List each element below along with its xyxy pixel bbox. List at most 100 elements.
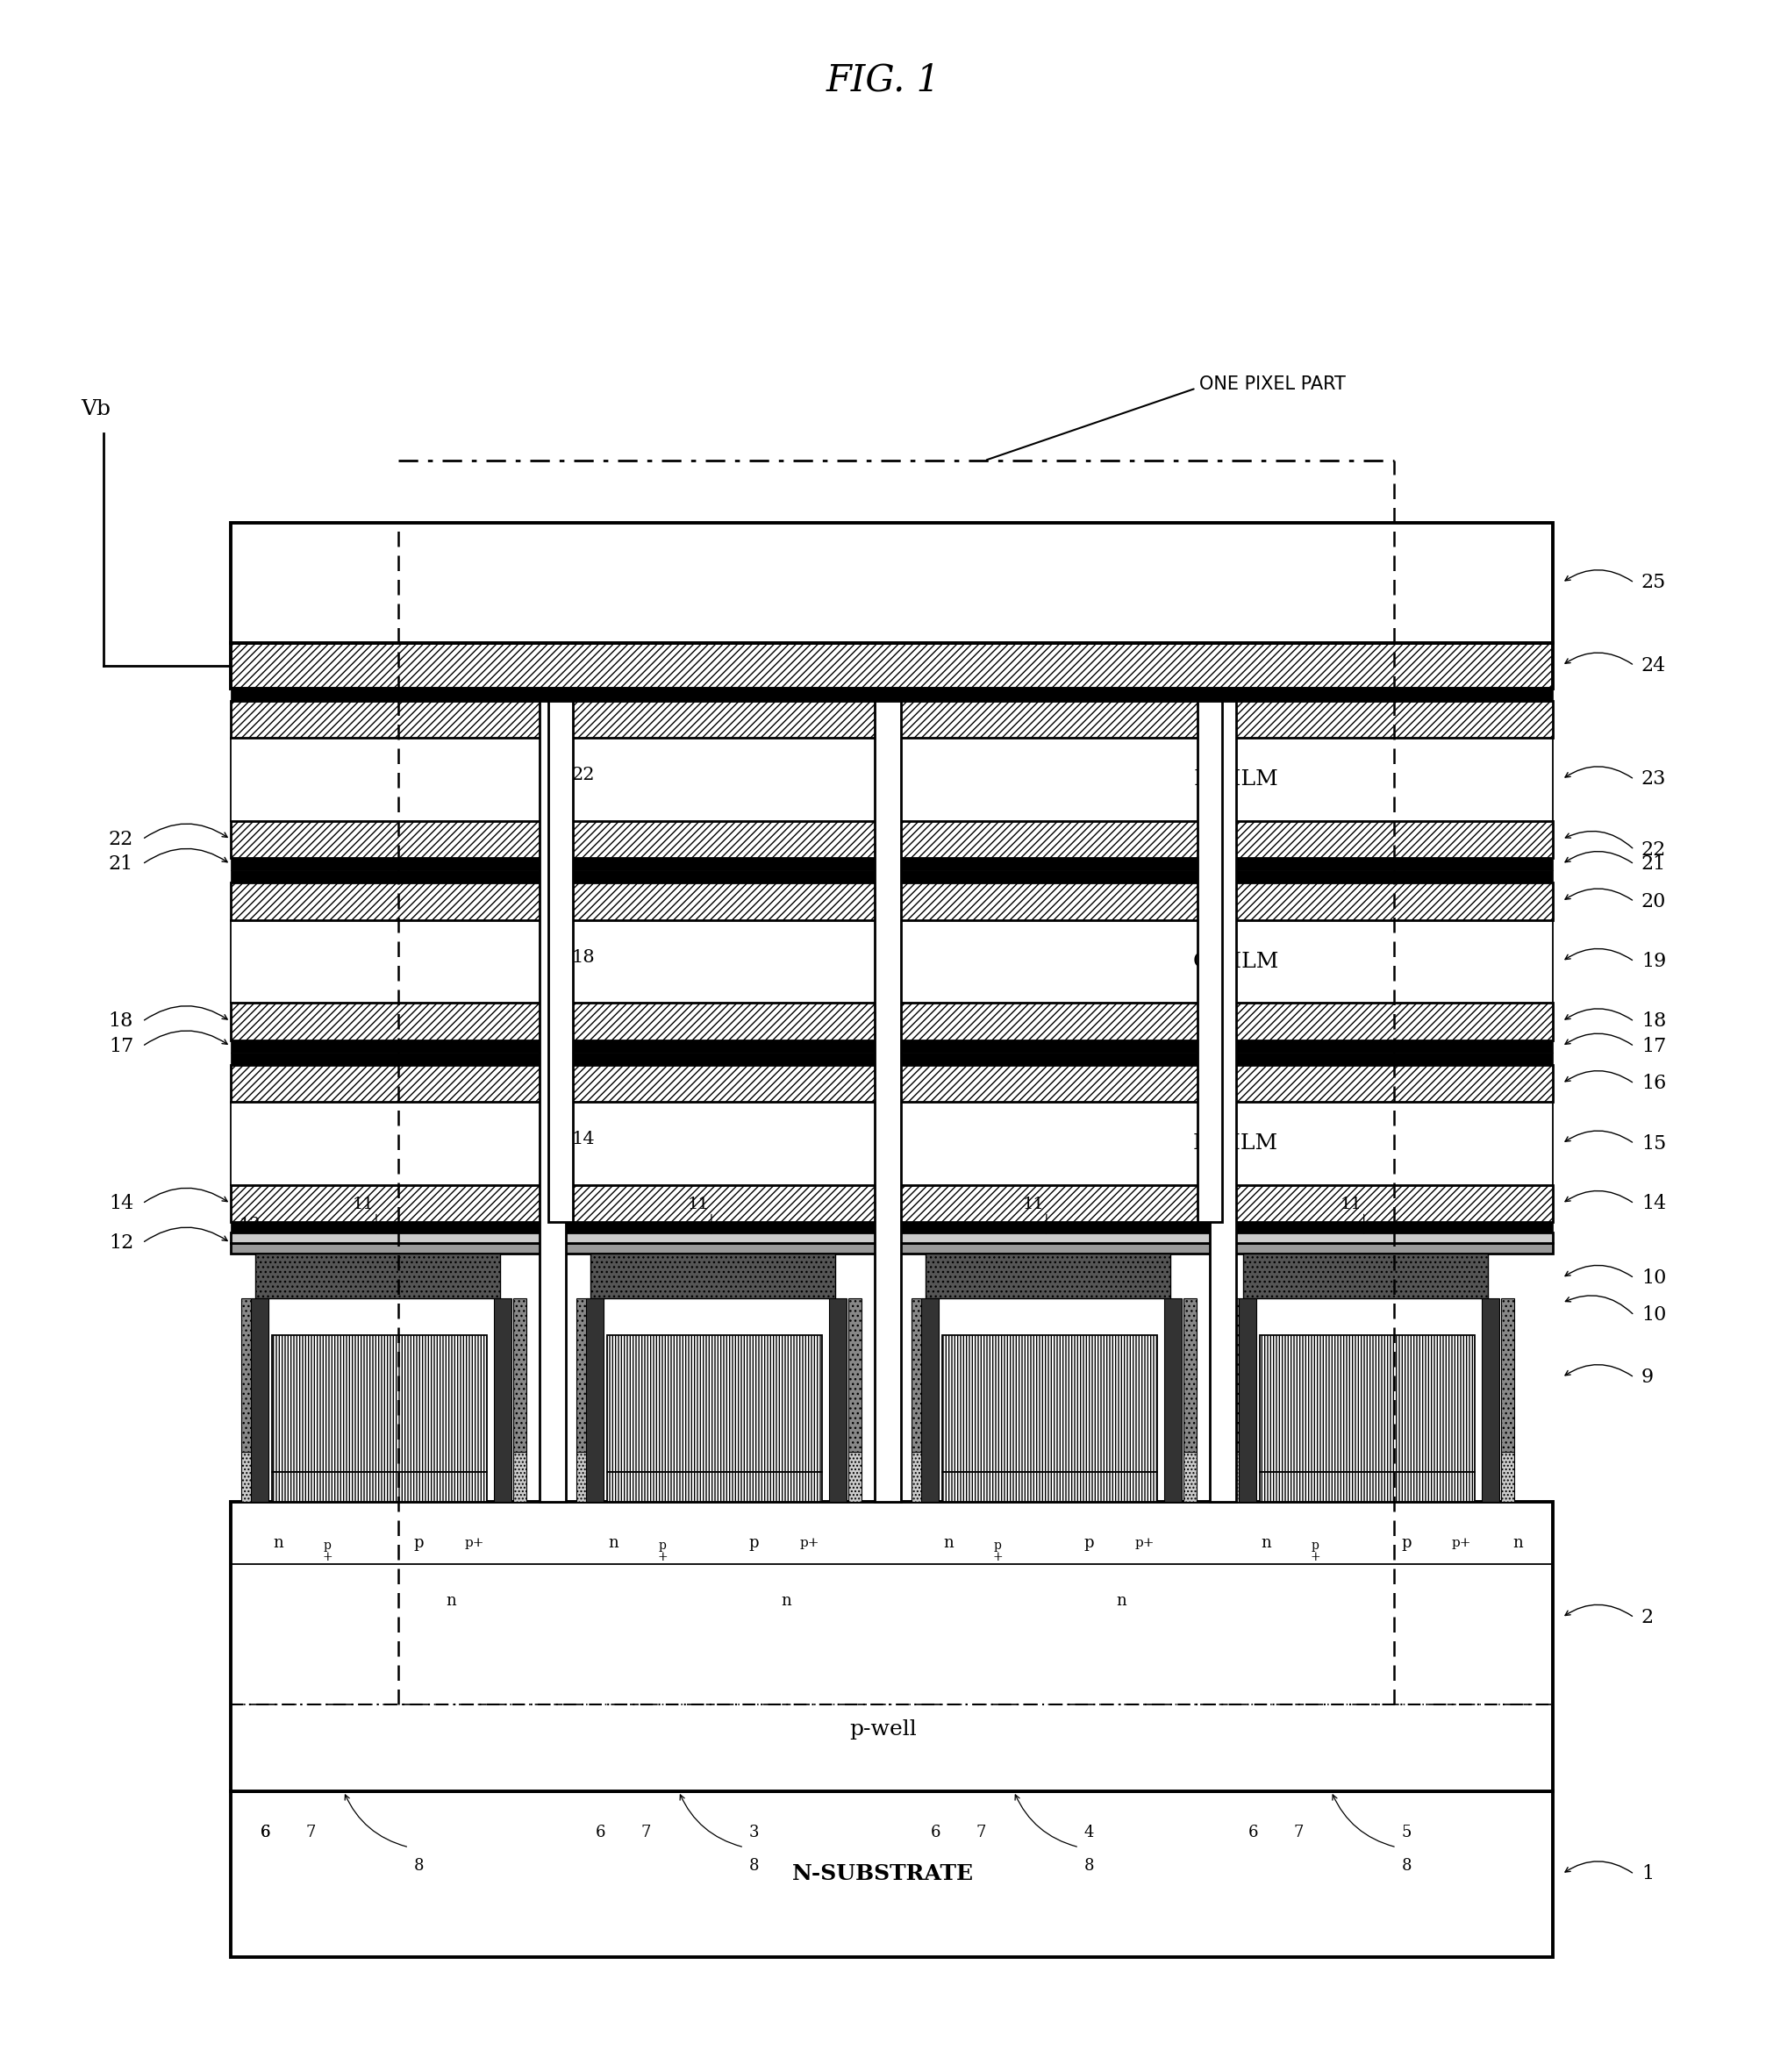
Bar [848,1452,862,1502]
Bar [231,522,1552,642]
Bar [231,858,1552,870]
Bar [1183,1297,1197,1452]
Text: 8: 8 [413,1859,424,1873]
Bar [272,1334,487,1471]
Text: N-SUBSTRATE: N-SUBSTRATE [793,1863,973,1886]
Text: 25: 25 [1641,574,1665,593]
Bar [1229,1452,1241,1502]
Text: 17: 17 [1641,1036,1665,1057]
Text: 1: 1 [1641,1865,1653,1883]
Text: p
+: p + [657,1539,668,1562]
Text: 22: 22 [572,767,595,783]
Text: 18: 18 [108,1011,134,1032]
Text: 9: 9 [1641,1368,1653,1386]
Text: G FILM: G FILM [1194,951,1279,972]
Text: 14: 14 [1641,1193,1665,1214]
Text: 15: 15 [1641,1133,1665,1154]
Text: 16: 16 [1641,1073,1665,1094]
Text: 7: 7 [977,1825,985,1840]
Bar [256,1254,500,1297]
Bar [272,1471,487,1502]
Bar [1501,1452,1513,1502]
Text: p
+: p + [321,1539,332,1562]
Bar [240,1297,254,1452]
Bar [231,1222,1552,1233]
Bar [231,1502,1552,1792]
Text: 8: 8 [749,1859,759,1873]
Text: 19: 19 [1641,951,1665,972]
Bar [1229,1297,1241,1452]
Bar [874,700,901,1502]
Text: 23: 23 [1641,769,1667,789]
Text: 21: 21 [109,854,134,874]
Bar [920,1297,940,1502]
Text: 6: 6 [595,1825,606,1840]
Bar [608,1471,823,1502]
Bar [494,1297,512,1502]
Text: 6: 6 [260,1825,270,1840]
Bar [251,1297,268,1502]
Text: p
+: p + [992,1539,1003,1562]
Bar [231,688,1552,700]
Bar [828,1297,848,1502]
Text: 14: 14 [572,1131,595,1148]
Text: 21: 21 [1641,854,1665,874]
Text: 7: 7 [1294,1825,1303,1840]
Bar [231,920,1552,1003]
Text: 3: 3 [749,1825,759,1840]
Text: 11: 11 [1340,1196,1362,1212]
Text: p+: p+ [464,1537,484,1550]
Bar [848,1297,862,1452]
Text: 22: 22 [109,829,134,850]
Text: p-well: p-well [849,1720,917,1738]
Text: 7: 7 [641,1825,652,1840]
Text: 14: 14 [109,1193,134,1214]
Text: n: n [1261,1535,1272,1552]
Bar [231,883,1552,920]
Bar [231,700,1552,738]
Bar [231,642,1552,688]
Bar [539,700,565,1502]
Bar [231,870,1552,883]
Bar [1259,1471,1475,1502]
Text: 12: 12 [240,1216,261,1233]
Bar [1210,700,1236,1502]
Text: n: n [1513,1535,1522,1552]
Text: 10: 10 [1641,1268,1667,1289]
Bar [925,1254,1171,1297]
Bar [608,1334,823,1471]
Text: 10: 10 [1641,1305,1667,1324]
Bar [941,1471,1157,1502]
Text: n: n [1116,1593,1127,1608]
Bar [240,1452,254,1502]
Text: 4: 4 [1084,1825,1093,1840]
Text: 11: 11 [1023,1196,1044,1212]
Text: p+: p+ [1134,1537,1155,1550]
Bar [586,1297,604,1502]
Text: p
+: p + [1310,1539,1319,1562]
Bar [576,1297,590,1452]
Text: 22: 22 [1641,839,1665,860]
Bar [1183,1452,1197,1502]
Bar [1164,1297,1181,1502]
Text: p: p [1400,1535,1411,1552]
Bar [1238,1297,1256,1502]
Bar [231,1040,1552,1053]
Text: ONE PIXEL PART: ONE PIXEL PART [1199,375,1346,394]
Text: n: n [447,1593,457,1608]
Bar [231,1003,1552,1040]
Text: 24: 24 [1208,1169,1231,1185]
Text: 12: 12 [109,1233,134,1254]
Text: 18: 18 [572,949,595,966]
Bar [547,700,572,1222]
Text: 17: 17 [109,1036,134,1057]
Text: p: p [1084,1535,1093,1552]
Text: 11: 11 [687,1196,710,1212]
Bar [231,1102,1552,1185]
Bar [911,1452,924,1502]
Text: 8: 8 [1400,1859,1411,1873]
Bar [911,1297,924,1452]
Text: p+: p+ [800,1537,819,1550]
Text: n: n [943,1535,954,1552]
Text: 18: 18 [1641,1011,1667,1032]
